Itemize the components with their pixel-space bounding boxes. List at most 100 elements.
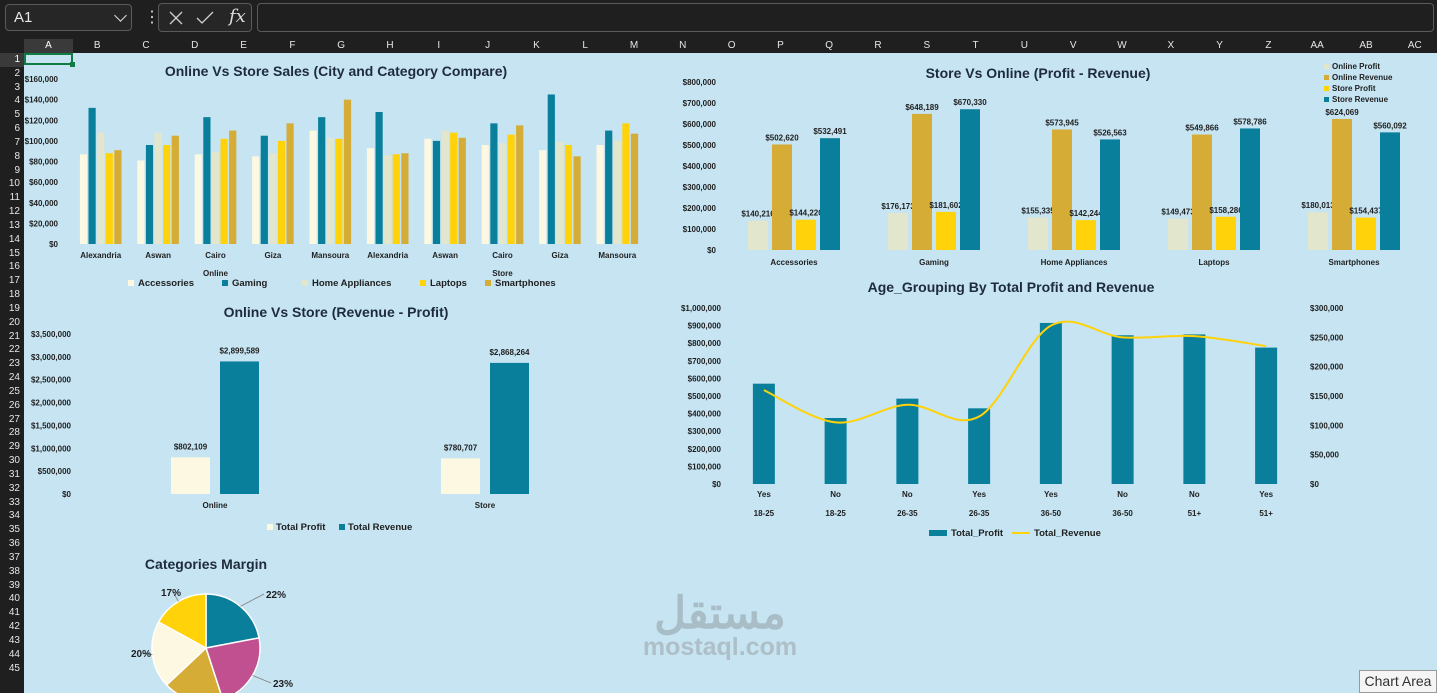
row-header-31[interactable]: 31 (8, 468, 20, 480)
column-header-aa[interactable]: AA (1310, 40, 1324, 51)
row-header-5[interactable]: 5 (14, 109, 20, 121)
column-header-h[interactable]: H (386, 40, 394, 51)
row-header-7[interactable]: 7 (14, 136, 20, 148)
row-header-34[interactable]: 34 (8, 510, 20, 522)
column-header-a[interactable]: A (24, 39, 73, 53)
row-header-37[interactable]: 37 (8, 551, 20, 563)
row-header-16[interactable]: 16 (8, 261, 20, 273)
x-tick-label: Alexandria (80, 251, 121, 260)
column-header-l[interactable]: L (582, 40, 588, 51)
row-header-19[interactable]: 19 (8, 302, 20, 314)
row-header-45[interactable]: 45 (8, 662, 20, 674)
chart-store-vs-online-profit-revenue[interactable]: Store Vs Online (Profit - Revenue) $0 $100… (683, 62, 1408, 267)
chart-categories-margin[interactable]: Categories Margin 22% 23% 20% 17% (131, 556, 293, 693)
row-header-21[interactable]: 21 (8, 330, 20, 342)
insert-function-icon[interactable]: fx (229, 6, 246, 27)
row-header-13[interactable]: 13 (8, 219, 20, 231)
column-header-m[interactable]: M (629, 40, 639, 51)
column-header-g[interactable]: G (337, 40, 346, 51)
row-header-40[interactable]: 40 (8, 593, 20, 605)
x-subcategory-label: 36-50 (1112, 509, 1133, 518)
column-header-r[interactable]: R (874, 40, 882, 51)
x-tick-label: Accessories (770, 258, 818, 267)
bar-accessories-mansoura (309, 130, 317, 244)
column-header-j[interactable]: J (485, 40, 491, 51)
row-header-11[interactable]: 11 (9, 192, 20, 204)
chart-online-store-sales[interactable]: Online Vs Store Sales (City and Category… (25, 63, 639, 289)
bar-laptops-mansoura (335, 138, 343, 244)
column-header-c[interactable]: C (142, 40, 150, 51)
row-header-43[interactable]: 43 (8, 634, 20, 646)
column-header-s[interactable]: S (923, 40, 931, 51)
row-header-22[interactable]: 22 (8, 344, 20, 356)
row-header-24[interactable]: 24 (8, 372, 20, 384)
column-header-t[interactable]: T (972, 40, 979, 51)
row-header-33[interactable]: 33 (8, 496, 20, 508)
row-header-4[interactable]: 4 (14, 95, 20, 107)
row-header-42[interactable]: 42 (8, 621, 20, 633)
row-header-12[interactable]: 12 (8, 206, 20, 218)
column-header-n[interactable]: N (679, 40, 687, 51)
more-options-icon[interactable]: ⋮ (144, 9, 160, 26)
row-header-29[interactable]: 29 (8, 441, 20, 453)
row-header-44[interactable]: 44 (8, 648, 20, 660)
x-subcategory-label: 36-50 (1041, 509, 1062, 518)
row-header-17[interactable]: 17 (8, 275, 20, 287)
column-header-ac[interactable]: AC (1407, 40, 1422, 51)
row-header-35[interactable]: 35 (8, 524, 20, 536)
check-icon[interactable] (196, 10, 214, 26)
row-header-15[interactable]: 15 (8, 247, 20, 259)
row-header-14[interactable]: 14 (8, 233, 20, 245)
row-header-20[interactable]: 20 (8, 316, 20, 328)
column-header-y[interactable]: Y (1216, 40, 1223, 51)
chart-title: Store Vs Online (Profit - Revenue) (926, 65, 1151, 81)
row-header-27[interactable]: 27 (8, 413, 20, 425)
chart-online-vs-store-revenue-profit[interactable]: Online Vs Store (Revenue - Profit) $0 $500… (31, 304, 530, 533)
row-header-26[interactable]: 26 (8, 399, 20, 411)
column-header-v[interactable]: V (1069, 40, 1077, 51)
chart-age-grouping[interactable]: Age_Grouping By Total Profit and Revenue… (681, 279, 1344, 539)
row-header-36[interactable]: 36 (8, 538, 20, 550)
pie-leader-line (142, 652, 153, 656)
column-header-z[interactable]: Z (1265, 40, 1272, 51)
column-header-f[interactable]: F (289, 40, 296, 51)
row-header-30[interactable]: 30 (8, 455, 20, 467)
row-header-6[interactable]: 6 (14, 123, 20, 135)
row-header-41[interactable]: 41 (8, 607, 20, 619)
row-header-25[interactable]: 25 (8, 385, 20, 397)
row-header-8[interactable]: 8 (14, 150, 20, 162)
column-header-p[interactable]: P (777, 40, 784, 51)
row-header-28[interactable]: 28 (8, 427, 20, 439)
column-header-o[interactable]: O (727, 40, 736, 51)
row-header-2[interactable]: 2 (14, 67, 20, 79)
formula-input[interactable] (257, 3, 1434, 32)
column-header-k[interactable]: K (533, 40, 540, 51)
column-header-x[interactable]: X (1167, 40, 1175, 51)
row-header-38[interactable]: 38 (8, 565, 20, 577)
x-icon[interactable] (168, 10, 184, 26)
worksheet-grid[interactable]: Online Vs Store Sales (City and Category… (24, 53, 1437, 693)
row-header-18[interactable]: 18 (8, 289, 20, 301)
row-header-39[interactable]: 39 (8, 579, 20, 591)
row-header-32[interactable]: 32 (8, 482, 20, 494)
select-all-corner[interactable] (0, 39, 24, 53)
row-header-3[interactable]: 3 (14, 81, 20, 93)
column-header-q[interactable]: Q (825, 40, 834, 51)
row-header-9[interactable]: 9 (14, 164, 20, 176)
row-header-23[interactable]: 23 (8, 358, 20, 370)
name-box[interactable]: A1 (5, 4, 132, 31)
bar-smartphones-mansoura (630, 133, 639, 244)
active-cell-a1[interactable] (24, 53, 75, 67)
row-header-1[interactable]: 1 (0, 53, 24, 67)
legend-label: Online Revenue (1332, 73, 1393, 82)
column-header-d[interactable]: D (191, 40, 199, 51)
column-header-u[interactable]: U (1020, 40, 1029, 51)
column-header-ab[interactable]: AB (1359, 40, 1373, 51)
row-header-10[interactable]: 10 (8, 178, 20, 190)
chevron-down-icon[interactable] (114, 9, 127, 22)
y-tick-label: $200,000 (688, 445, 722, 454)
column-header-e[interactable]: E (240, 40, 247, 51)
column-header-b[interactable]: B (93, 40, 101, 51)
column-header-w[interactable]: W (1117, 40, 1127, 51)
column-header-i[interactable]: I (437, 40, 441, 51)
